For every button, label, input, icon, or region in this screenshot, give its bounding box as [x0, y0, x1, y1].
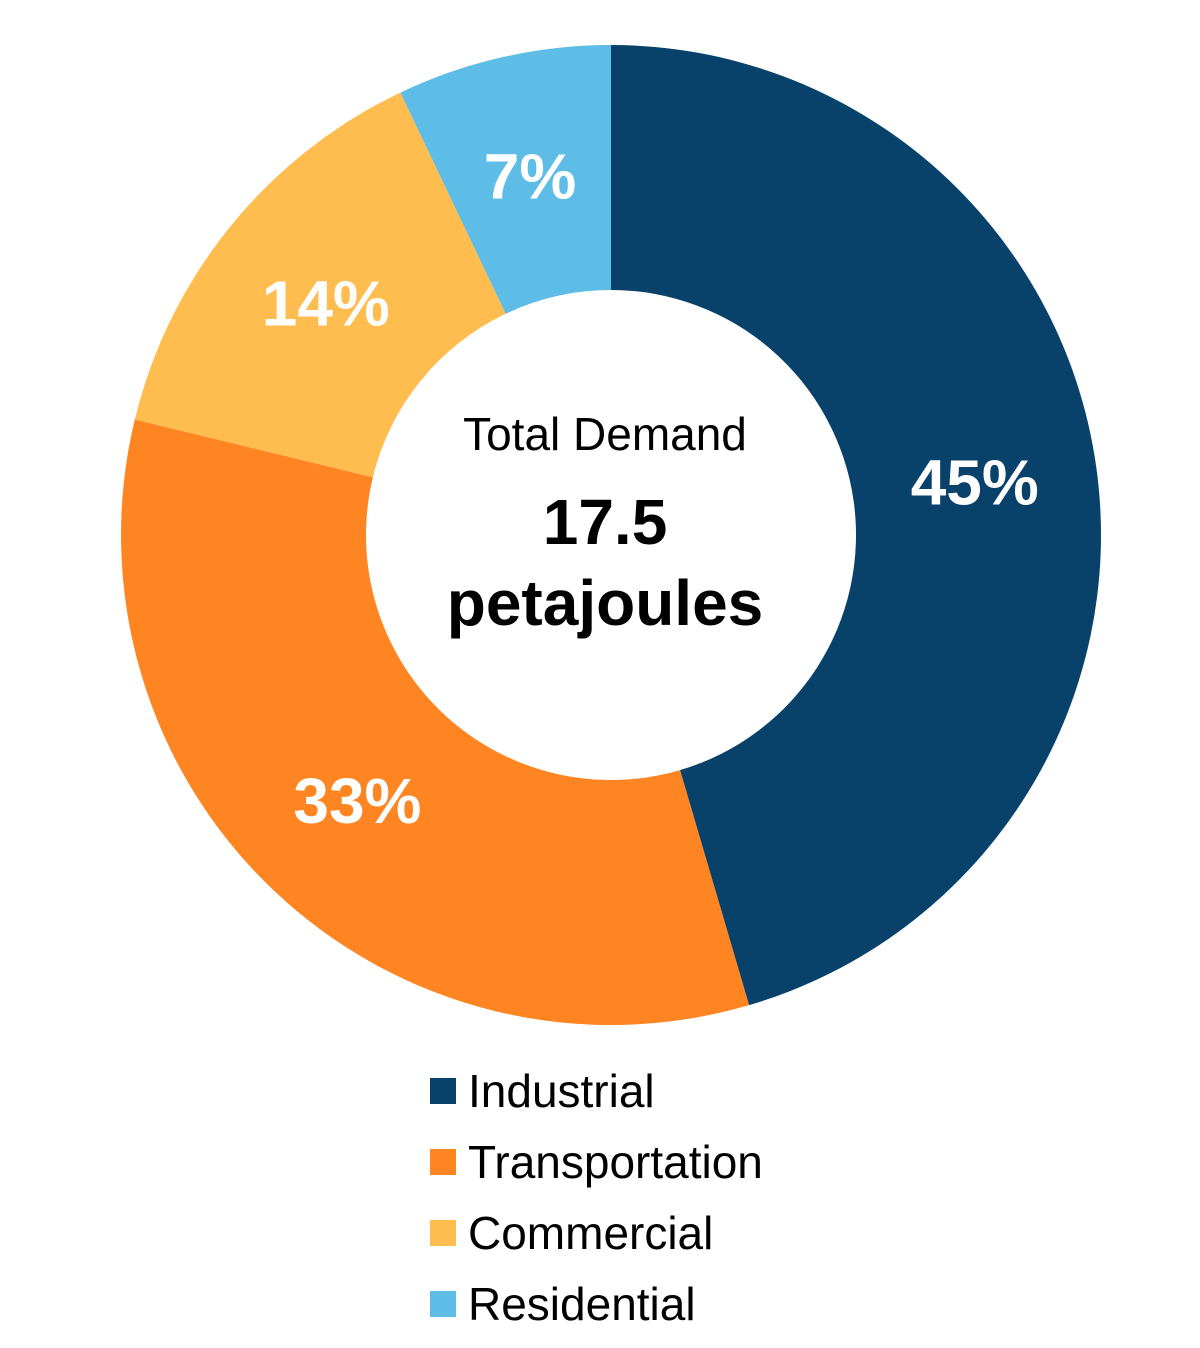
data-label-transportation: 33% — [293, 765, 421, 837]
legend-swatch — [430, 1148, 456, 1175]
legend-label: Industrial — [468, 1064, 655, 1117]
data-label-commercial: 14% — [262, 267, 390, 339]
data-label-residential: 7% — [484, 141, 577, 213]
legend-label: Transportation — [468, 1135, 763, 1188]
legend: Industrial Transportation Commercial Res… — [430, 1055, 763, 1339]
legend-swatch — [430, 1290, 456, 1317]
center-label-unit: petajoules — [447, 567, 764, 639]
legend-item-commercial: Commercial — [430, 1197, 763, 1268]
data-label-industrial: 45% — [911, 447, 1039, 519]
legend-swatch — [430, 1077, 456, 1104]
legend-item-residential: Residential — [430, 1268, 763, 1339]
legend-label: Residential — [468, 1277, 696, 1330]
legend-item-transportation: Transportation — [430, 1126, 763, 1197]
legend-label: Commercial — [468, 1206, 714, 1259]
center-label-title: Total Demand — [463, 408, 747, 460]
slice-transportation — [120, 419, 750, 1025]
legend-item-industrial: Industrial — [430, 1055, 763, 1126]
center-label-value: 17.5 — [543, 486, 668, 558]
legend-swatch — [430, 1219, 456, 1246]
slice-commercial — [134, 92, 506, 478]
slice-residential — [400, 45, 611, 314]
slice-industrial — [611, 45, 1101, 1006]
